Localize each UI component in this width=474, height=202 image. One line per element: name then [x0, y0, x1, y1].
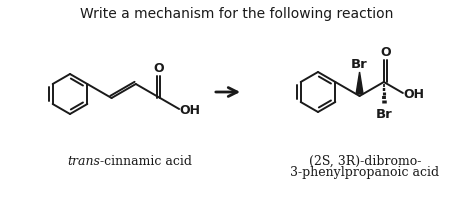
Text: Br: Br: [375, 107, 392, 120]
Text: (2S, 3R)-dibromo-: (2S, 3R)-dibromo-: [309, 154, 421, 167]
Text: OH: OH: [179, 104, 200, 117]
Text: -cinnamic acid: -cinnamic acid: [100, 154, 192, 167]
Text: Br: Br: [351, 58, 368, 71]
Polygon shape: [356, 73, 363, 95]
Text: 3-phenylpropanoic acid: 3-phenylpropanoic acid: [291, 165, 439, 178]
Text: O: O: [154, 62, 164, 75]
Text: O: O: [380, 46, 391, 59]
Text: trans: trans: [67, 154, 100, 167]
Text: Write a mechanism for the following reaction: Write a mechanism for the following reac…: [80, 7, 394, 21]
Text: OH: OH: [404, 87, 425, 100]
